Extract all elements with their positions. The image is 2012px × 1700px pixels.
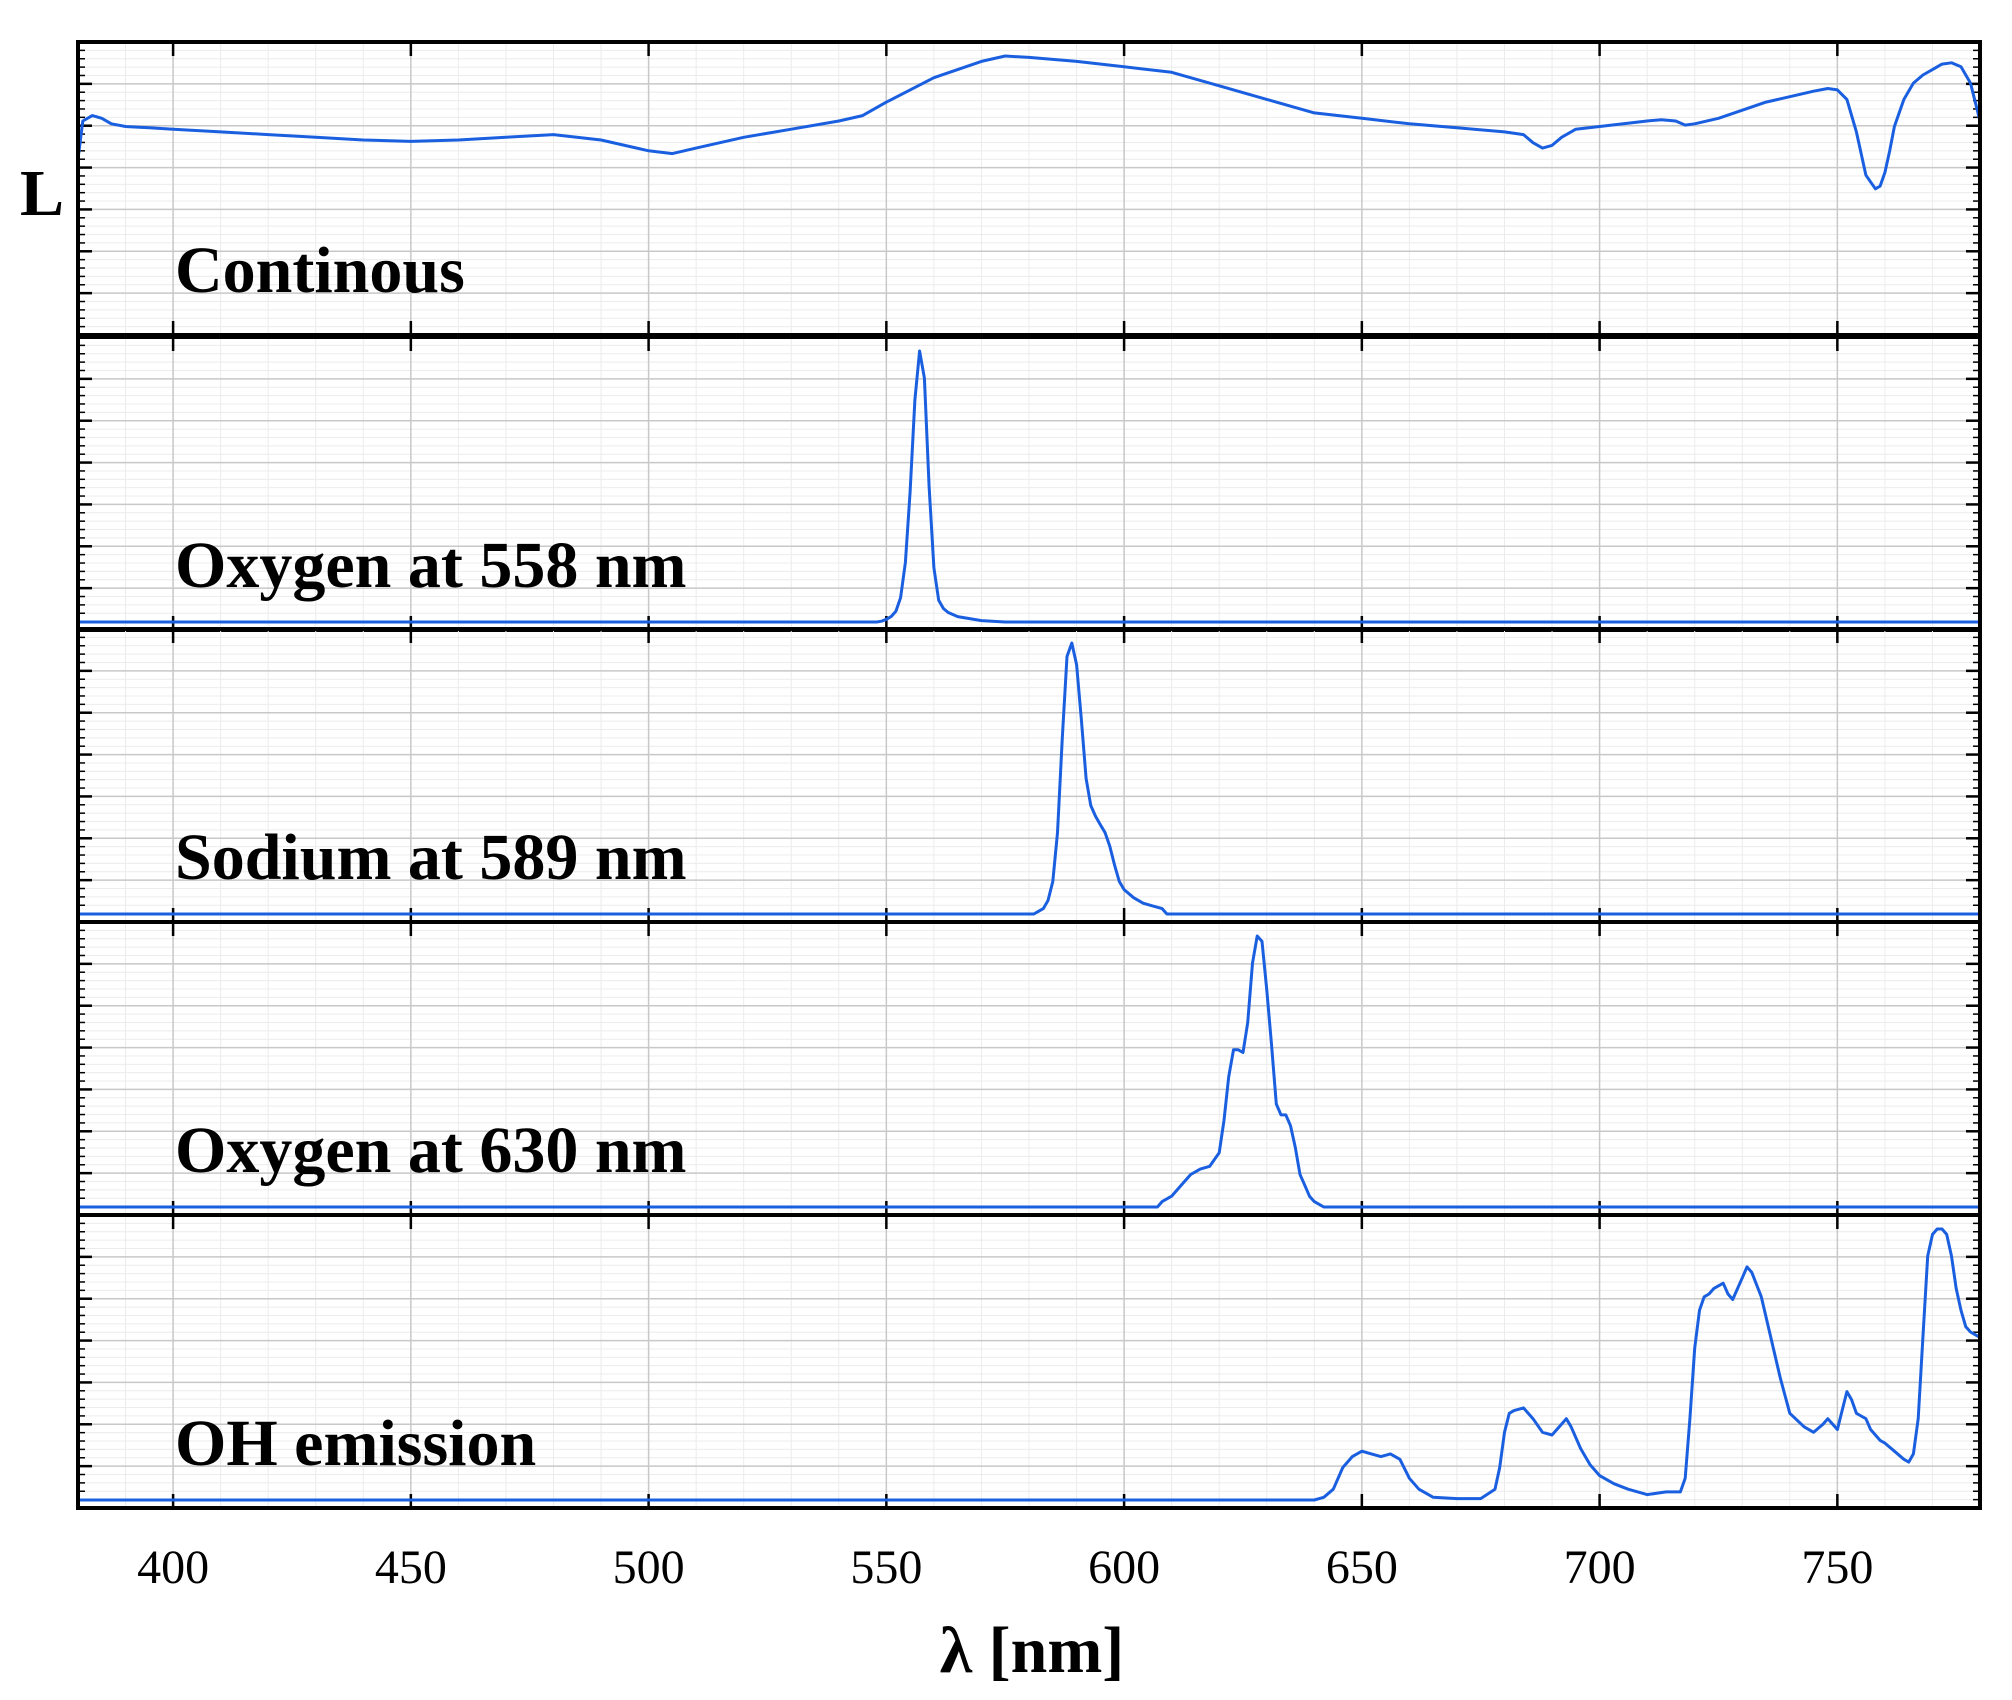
series-line	[78, 349, 1980, 624]
x-tick-label: 500	[613, 1541, 685, 1594]
panel-2: Sodium at 589 nm	[76, 627, 1982, 924]
panel-label: Oxygen at 558 nm	[175, 529, 687, 602]
series-line	[78, 641, 1980, 916]
x-tick-label: 450	[375, 1541, 447, 1594]
x-tick-labels: 400 450 500 550 600 650 700 750	[137, 1541, 1873, 1594]
x-tick-label: 750	[1801, 1541, 1873, 1594]
x-tick-label: 600	[1088, 1541, 1160, 1594]
x-tick-label: 700	[1564, 1541, 1636, 1594]
panel-4: OH emission	[76, 1213, 1982, 1510]
panel-1: Oxygen at 558 nm	[76, 335, 1982, 632]
panels-group: Continous Oxygen at 558 nm Sodium at 589 n…	[76, 40, 1982, 1510]
x-tick-label: 650	[1326, 1541, 1398, 1594]
panel-label: Sodium at 589 nm	[175, 821, 687, 894]
panel-frame	[76, 1213, 1982, 1510]
panel-label: OH emission	[175, 1407, 536, 1480]
panel-label: Oxygen at 630 nm	[175, 1114, 687, 1187]
x-tick-label: 400	[137, 1541, 209, 1594]
series-line	[78, 1227, 1981, 1502]
panel-0: Continous	[76, 40, 1982, 337]
series-line	[78, 934, 1980, 1209]
x-axis-title: λ [nm]	[940, 1614, 1125, 1687]
panel-label: Continous	[175, 234, 465, 307]
panel-3: Oxygen at 630 nm	[76, 920, 1982, 1217]
series-line	[76, 54, 1982, 191]
x-tick-label: 550	[850, 1541, 922, 1594]
y-axis-label: L	[20, 157, 64, 230]
